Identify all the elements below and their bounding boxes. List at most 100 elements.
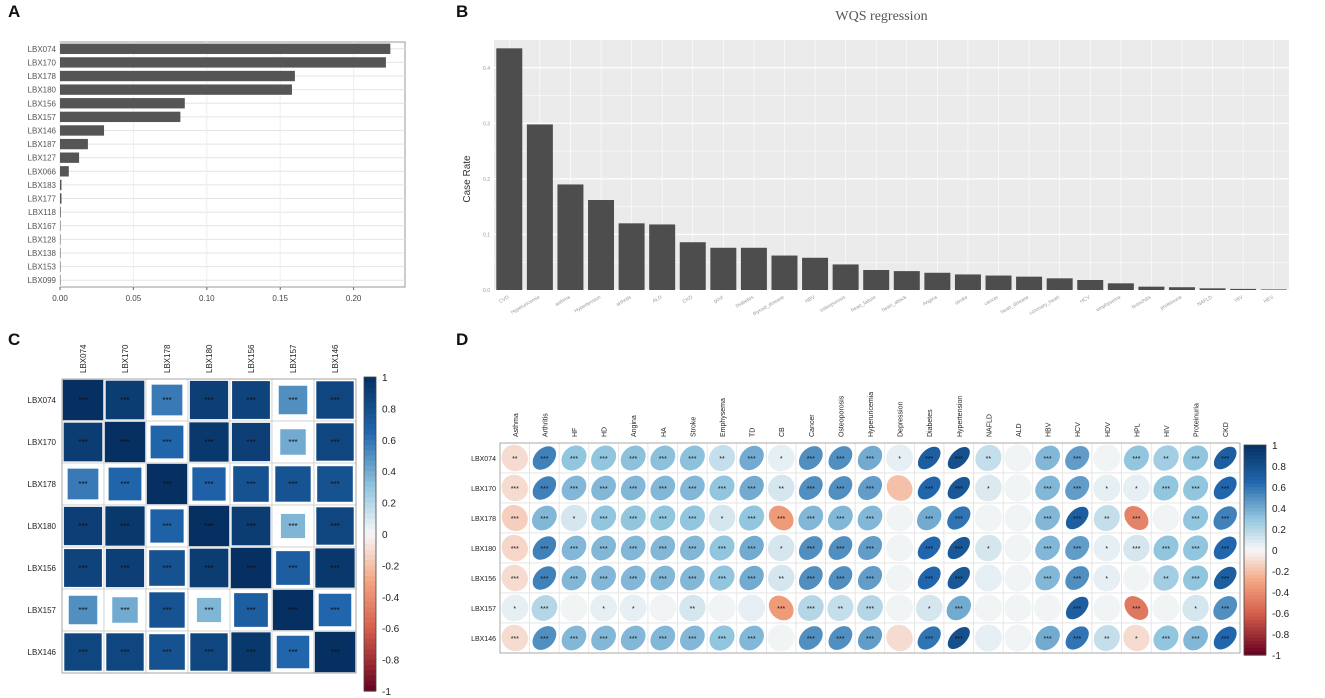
cell-ellipse-lbx074-hdv: [1093, 444, 1121, 472]
cell-label: ***: [925, 486, 933, 493]
legend-swatch: [1244, 462, 1266, 467]
cell-square-lbx178-lbx074: [67, 468, 99, 500]
legend-swatch: [364, 460, 376, 467]
legend-frame: [363, 376, 377, 692]
cell-ellipse-lbx178-arthritis: [532, 505, 557, 531]
cell-ellipse-lbx170-hyperuricemia: [857, 475, 883, 501]
cell-label: ***: [925, 546, 933, 553]
cell-label: ***: [204, 648, 213, 657]
y-tick-label-b: 0.1: [483, 232, 490, 238]
bar-lbx177: [60, 193, 62, 204]
cell-ellipse-lbx074-hbv: [1035, 445, 1060, 471]
column-label-hypertension: Hypertension: [957, 396, 964, 437]
cell-label: ***: [330, 438, 339, 447]
cell-ellipse-lbx157-ha: [649, 594, 677, 622]
column-label-diabetes: Diabetes: [927, 409, 934, 437]
cell-label: ***: [120, 606, 129, 615]
cell-square-lbx178-lbx146: [317, 466, 353, 502]
cell-label: ***: [600, 636, 608, 643]
cell-label: ***: [1132, 606, 1140, 613]
legend-swatch: [364, 622, 376, 629]
bar-proteinuria: [1168, 287, 1195, 290]
cell-square-lbx170-lbx180: [189, 422, 229, 462]
cell-label: ***: [629, 516, 637, 523]
cell-ellipse-lbx157-hyperuricemia: [857, 595, 883, 621]
cell-label: ***: [955, 546, 963, 553]
cell-ellipse-lbx074-hiv: [1153, 445, 1179, 471]
cell-label: ***: [1132, 546, 1140, 553]
cell-ellipse-lbx146-emphysema: [709, 625, 735, 651]
chart-d-disease-correlation: Asthma Arthritis HF HD Angina HA Stroke Emphyse…: [471, 392, 1290, 662]
category-label-heart_failure: heart_failure: [850, 294, 877, 313]
legend-swatch: [364, 429, 376, 436]
cell-label: ***: [540, 456, 548, 463]
legend-swatch: [364, 528, 376, 535]
cell-ellipse-lbx074-diabetes: [917, 446, 941, 470]
legend-swatch: [364, 534, 376, 540]
category-label-lbx146: LBX146: [28, 126, 57, 135]
legend-swatch: [1244, 448, 1266, 453]
cell-label: ***: [162, 396, 171, 405]
cell-ellipse-lbx156-ha: [650, 565, 676, 591]
column-label-hiv: HIV: [1164, 425, 1171, 437]
legend-swatch: [364, 612, 376, 619]
cell-ellipse-lbx074-hyperuricemia: [857, 445, 883, 471]
legend-swatch: [364, 596, 376, 603]
cell-ellipse-lbx157-hbv: [1034, 594, 1062, 622]
cell-label: ***: [659, 636, 667, 643]
cell-ellipse-lbx180-hiv: [1153, 535, 1179, 561]
cell-label: ***: [866, 636, 874, 643]
y-tick-label-b: 0.4: [483, 66, 490, 72]
cell-label: ***: [925, 636, 933, 643]
cell-label: ***: [511, 486, 519, 493]
cell-ellipse-lbx178-ald: [1004, 504, 1032, 532]
bar-lbx180: [60, 84, 292, 95]
legend-swatch: [1244, 557, 1266, 562]
cell-ellipse-lbx170-hiv: [1153, 475, 1179, 501]
cell-ellipse-lbx157-asthma: [501, 594, 529, 622]
cell-ellipse-lbx146-cancer: [798, 626, 823, 650]
legend-swatch: [364, 643, 376, 650]
cell-label: ***: [570, 636, 578, 643]
cell-ellipse-lbx180-hpl: [1123, 534, 1150, 562]
cell-ellipse-lbx156-hd: [591, 565, 616, 591]
legend-swatch: [1244, 522, 1266, 527]
legend-swatch: [1244, 581, 1266, 586]
legend-tick-label: 0.6: [382, 436, 396, 447]
cell-ellipse-lbx170-stroke: [680, 475, 705, 501]
cell-label: ***: [1044, 516, 1052, 523]
legend-swatch: [1244, 494, 1266, 499]
legend-swatch: [1244, 592, 1266, 597]
cell-label: *: [1194, 606, 1197, 613]
cell-ellipse-lbx157-stroke: [679, 594, 706, 622]
chart-b-title: WQS regression: [835, 9, 927, 24]
legend-tick-label: 0.4: [1272, 504, 1286, 515]
legend-tick-label: -0.2: [382, 561, 400, 572]
cell-ellipse-lbx074-arthritis: [532, 446, 557, 470]
legend-tick-label: 0: [382, 530, 388, 541]
cell-label: ***: [659, 576, 667, 583]
cell-ellipse-lbx157-proteinuria: [1182, 594, 1209, 622]
column-label-hpl: HPL: [1134, 423, 1141, 437]
legend-swatch: [364, 502, 376, 509]
cell-label: ***: [866, 606, 874, 613]
cell-ellipse-lbx074-asthma: [501, 444, 529, 472]
cell-ellipse-lbx178-hf: [560, 504, 588, 532]
cell-label: ***: [120, 438, 129, 447]
cell-label: *: [632, 606, 635, 613]
cell-square-lbx157-lbx146: [318, 593, 352, 627]
cell-label: ***: [600, 516, 608, 523]
cell-label: ***: [629, 456, 637, 463]
legend-swatch: [1244, 480, 1266, 485]
legend-swatch: [364, 633, 376, 640]
cell-label: ***: [288, 522, 297, 531]
cell-ellipse-lbx156-hiv: [1153, 565, 1179, 591]
cell-label: ***: [659, 546, 667, 553]
cell-label: ***: [688, 636, 696, 643]
legend-swatch: [1244, 487, 1266, 492]
cell-label: ***: [807, 636, 815, 643]
legend-swatch: [1244, 553, 1266, 558]
cell-square-lbx074-lbx170: [105, 380, 145, 420]
cell-square-lbx146-lbx178: [149, 634, 185, 670]
legend-swatch: [1244, 476, 1266, 481]
